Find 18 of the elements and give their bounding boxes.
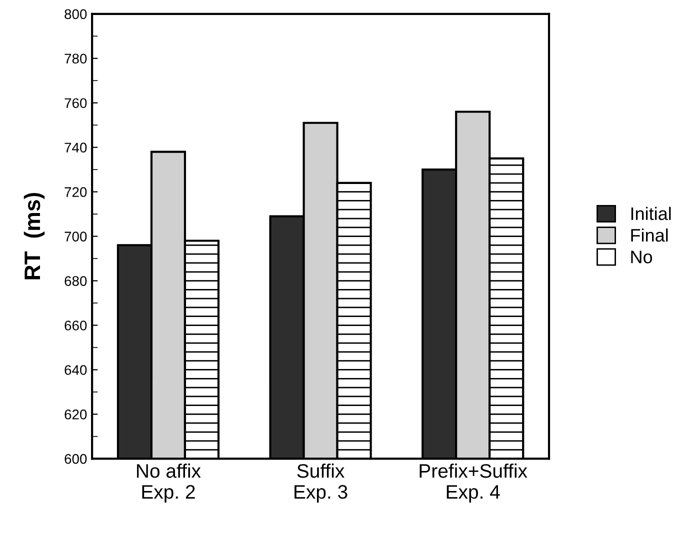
y-tick-label: 600 <box>64 454 87 464</box>
y-tick-label: 620 <box>64 410 87 420</box>
legend-label: No <box>631 250 652 264</box>
y-tick-label: 760 <box>64 98 87 108</box>
y-tick-label: 640 <box>64 365 87 375</box>
y-tick-label: 700 <box>64 232 87 242</box>
y-tick-label: 780 <box>64 54 87 64</box>
y-tick-label: 740 <box>64 142 87 153</box>
y-tick-label: 800 <box>64 9 87 20</box>
y-tick-label: 680 <box>64 276 87 286</box>
y-tick-label: 720 <box>64 187 87 197</box>
legend-label: Initial <box>631 206 671 220</box>
x-tick-label: Suffix Exp. 3 <box>294 464 348 503</box>
x-tick-label: No affix Exp. 2 <box>137 464 201 503</box>
y-tick-label: 660 <box>64 320 87 330</box>
x-tick-label: Prefix+Suffix Exp. 4 <box>420 464 528 503</box>
legend-label: Final <box>631 228 668 242</box>
y-axis-title: RT (ms) <box>24 192 45 280</box>
